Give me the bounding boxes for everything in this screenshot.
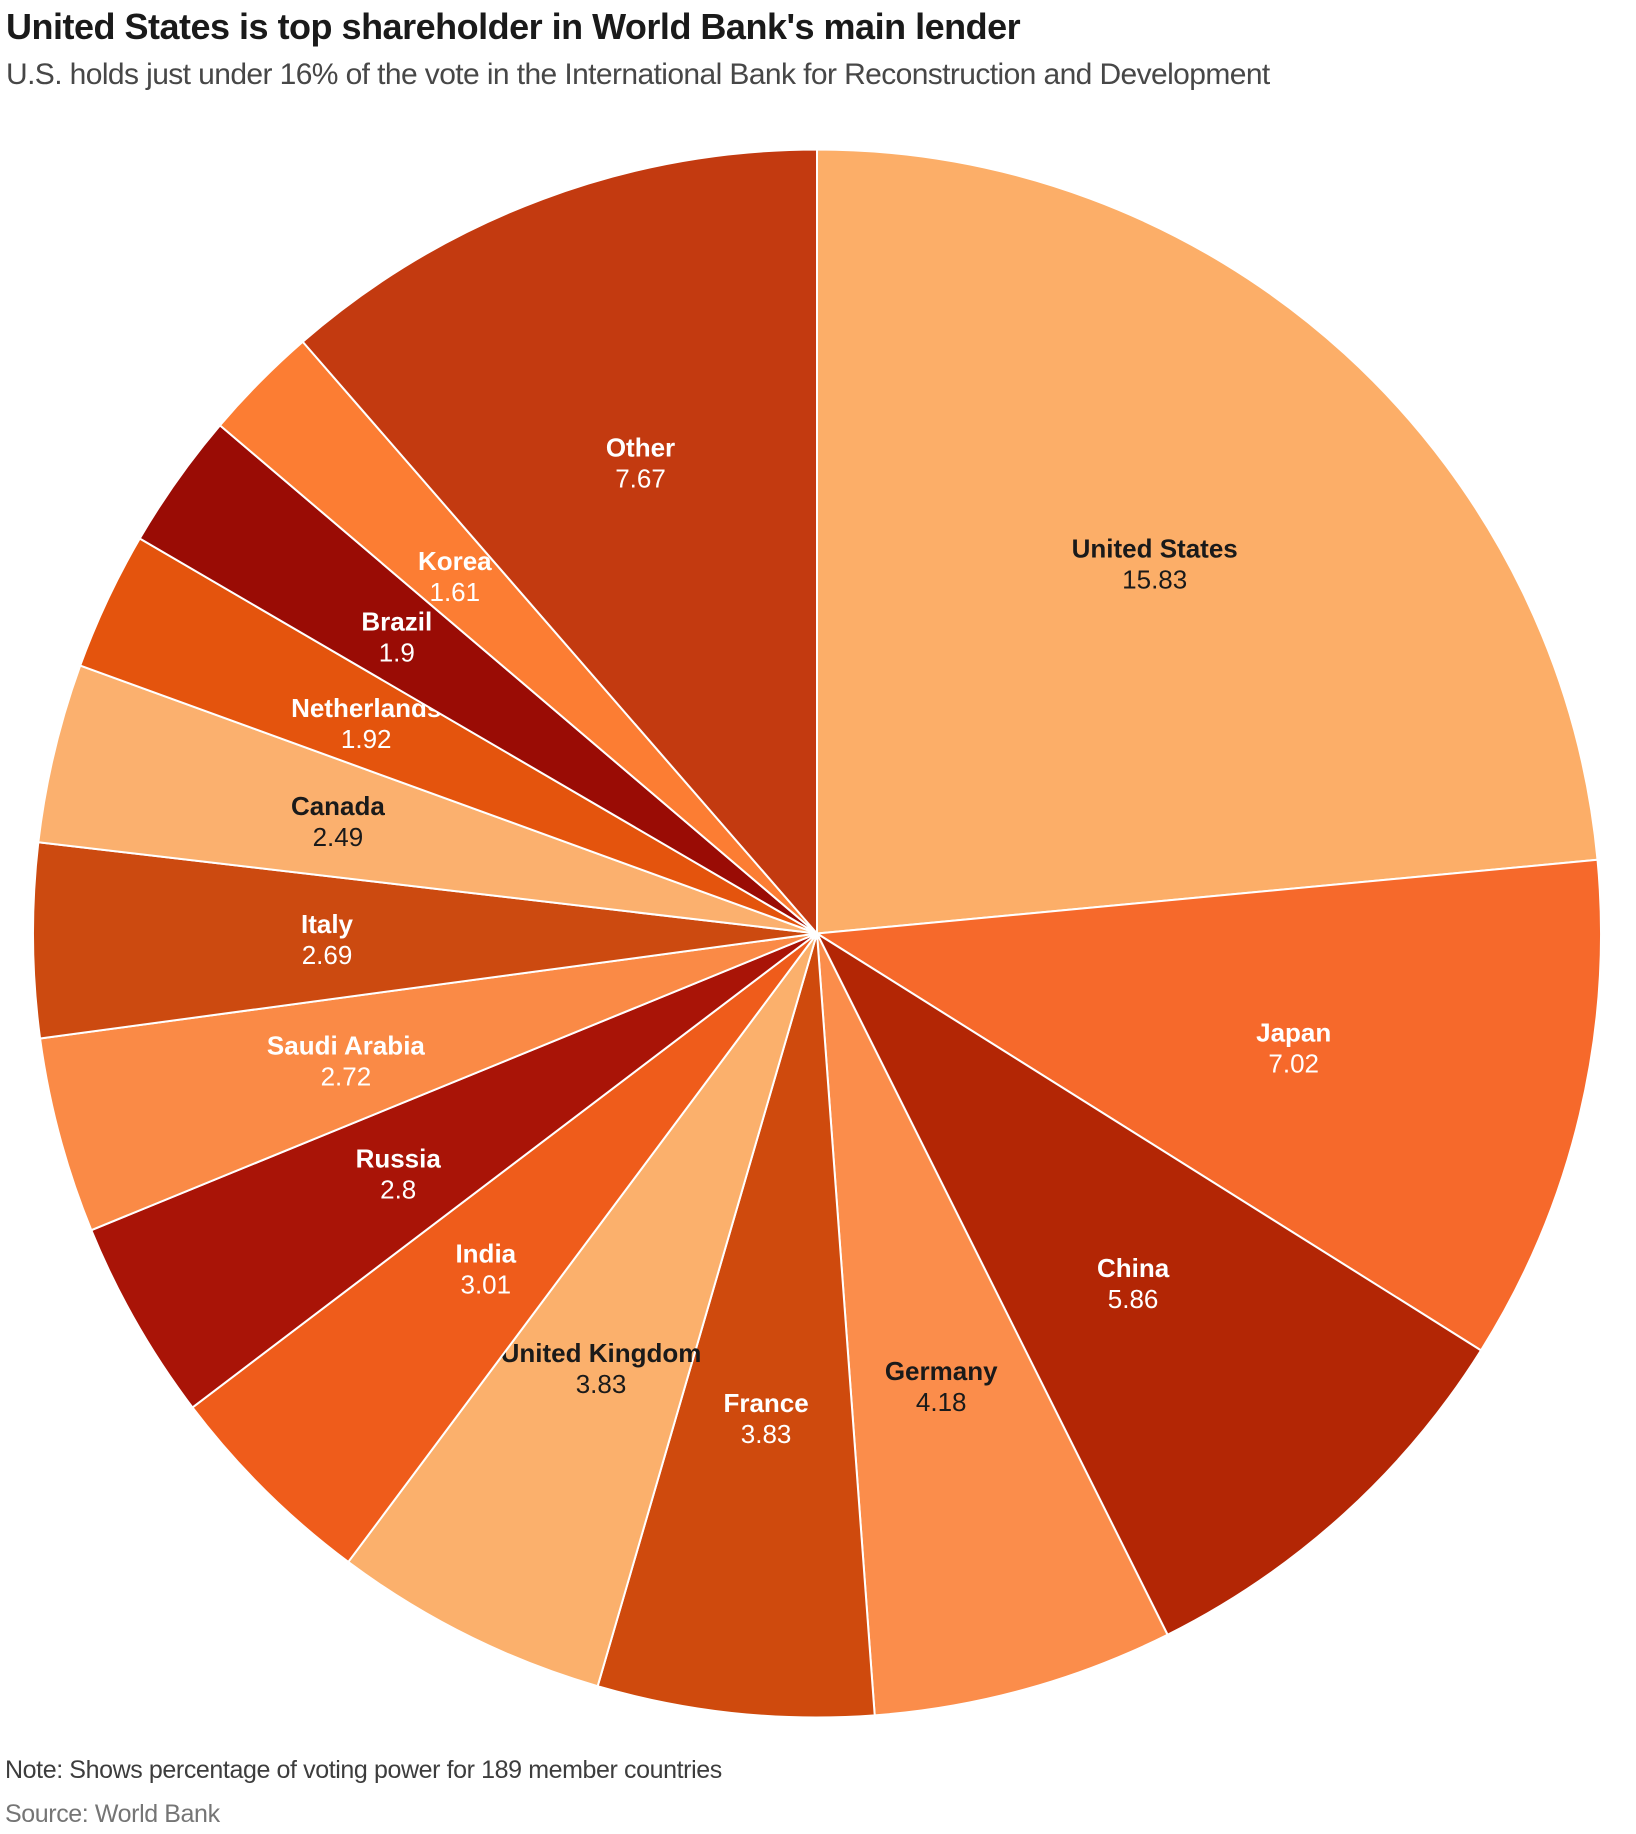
pie-slice-china[interactable] (816, 932, 1482, 1636)
pie-slice-united-kingdom[interactable] (347, 932, 818, 1688)
pie-svg: United States 15.83 Japan 7.02 China 5.86 Germ… (32, 148, 1602, 1719)
chart-source: Source: World Bank (5, 1800, 220, 1828)
pie-slice-russia[interactable] (90, 932, 818, 1409)
slice-label-germany: Germany 4.18 (885, 1356, 998, 1417)
pie-slice-other[interactable] (301, 148, 818, 935)
pie-chart: United States 15.83 Japan 7.02 China 5.86 Germ… (0, 115, 1636, 1755)
slice-label-india: India 3.01 (455, 1239, 516, 1300)
slice-label-saudi-arabia: Saudi Arabia 2.72 (267, 1030, 426, 1091)
slice-label-france: France 3.83 (723, 1388, 808, 1449)
slice-label-netherlands: Netherlands 1.92 (291, 693, 441, 754)
slice-label-other: Other 7.67 (606, 432, 675, 493)
slice-label-russia: Russia 2.8 (356, 1144, 442, 1205)
chart-title: United States is top shareholder in Worl… (6, 6, 1021, 47)
pie-slice-saudi-arabia[interactable] (39, 932, 818, 1232)
slice-label-brazil: Brazil 1.9 (361, 607, 432, 668)
slice-label-united-states: United States 15.83 (1072, 533, 1238, 594)
pie-slice-italy[interactable] (32, 841, 818, 1040)
chart-subtitle: U.S. holds just under 16% of the vote in… (6, 58, 1270, 91)
slice-label-italy: Italy 2.69 (301, 909, 354, 970)
slice-label-united-kingdom: United Kingdom 3.83 (501, 1338, 702, 1399)
pie-slice-germany[interactable] (816, 932, 1169, 1717)
slice-label-canada: Canada 2.49 (291, 791, 385, 852)
pie-slice-japan[interactable] (816, 858, 1602, 1352)
pie-slice-united-states[interactable] (816, 148, 1599, 935)
slice-label-japan: Japan 7.02 (1256, 1018, 1331, 1079)
pie-slice-india[interactable] (191, 932, 818, 1563)
chart-note: Note: Shows percentage of voting power f… (5, 1756, 722, 1784)
pie-slice-france[interactable] (596, 932, 876, 1719)
slice-label-china: China 5.86 (1097, 1253, 1170, 1314)
slice-label-korea: Korea 1.61 (418, 546, 492, 607)
